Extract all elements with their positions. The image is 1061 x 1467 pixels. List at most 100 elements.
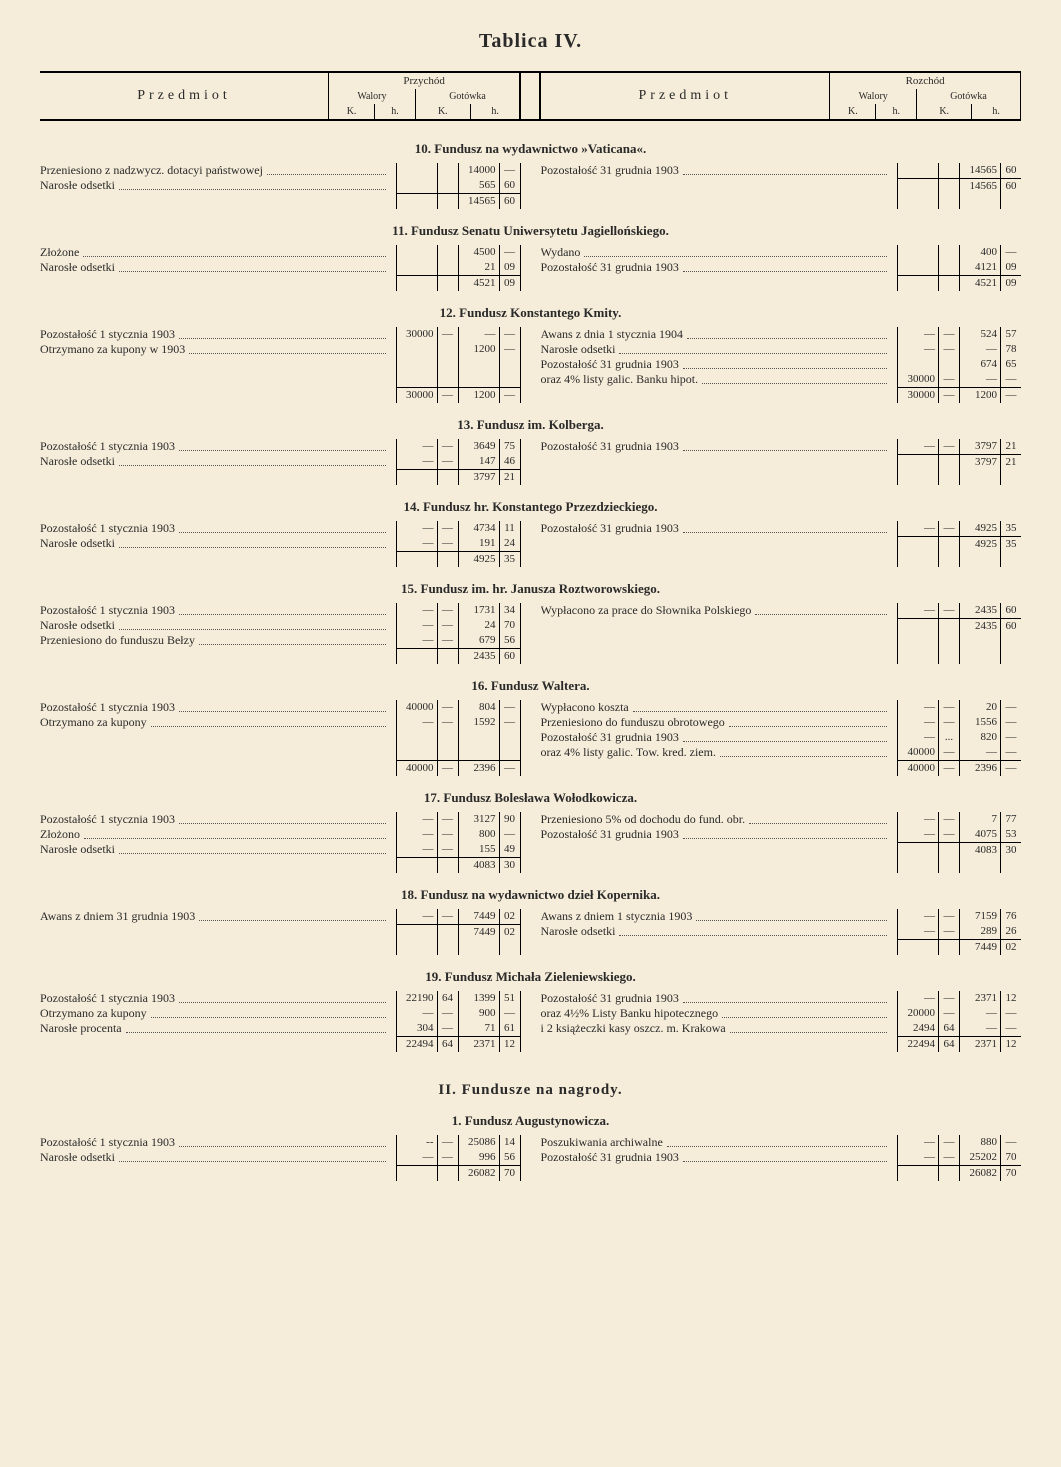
fund-row: Pozostałość 1 stycznia 1903Narosłe odset… [40, 1135, 1021, 1181]
ledger-side: Awans z dnia 1 stycznia 1904Narosłe odse… [531, 327, 1022, 403]
value-column: 80415922396 [459, 700, 500, 776]
value-column: —0909 [1001, 245, 1021, 291]
value-column: ————— [1001, 700, 1021, 776]
value-column: 47341914925 [459, 521, 500, 567]
value-column [397, 163, 438, 209]
header-walory-right: Walory [830, 89, 917, 104]
description-column: Awans z dnia 1 stycznia 1904Narosłe odse… [531, 327, 898, 403]
mid-gap [520, 991, 531, 1052]
description-column: ZłożoneNarosłe odsetki [40, 245, 396, 291]
value-columns: ——————173124679243534705660 [396, 603, 520, 664]
ledger-side: Przeniesiono z nadzwycz. dotacyi państwo… [40, 163, 531, 209]
value-column: 2371——2371 [960, 991, 1001, 1052]
value-column: 740754083 [960, 812, 1001, 873]
value-column: 1399900712371 [459, 991, 500, 1052]
value-column: 8802520226082 [960, 1135, 1001, 1181]
mid-gap [520, 603, 531, 664]
value-columns: 40000—40000———80415922396——— [396, 700, 520, 776]
row-label: Złożono [40, 827, 390, 842]
value-column: 6060 [1001, 603, 1021, 664]
value-column: 754621 [500, 439, 520, 485]
header-k: K. [329, 104, 375, 120]
value-column: 64——64 [438, 991, 459, 1052]
description-column: Poszukiwania archiwalnePozostałość 31 gr… [531, 1135, 898, 1181]
value-column: 3000030000 [397, 327, 438, 403]
value-column: 74497449 [459, 909, 500, 955]
ledger-side: Pozostałość 31 grudnia 1903oraz 4½% List… [531, 991, 1022, 1052]
value-column: 112435 [500, 521, 520, 567]
fund-row: Awans z dniem 31 grudnia 1903 ——74497449… [40, 909, 1021, 955]
row-label: Awans z dniem 31 grudnia 1903 [40, 909, 390, 924]
value-column: ——— [438, 603, 459, 664]
ledger-side: Pozostałość 31 grudnia 1903 145651456560… [531, 163, 1022, 209]
value-column: 12——12 [1001, 991, 1021, 1052]
header-h: h. [470, 104, 520, 120]
row-label: Pozostałość 1 stycznia 1903 [40, 700, 390, 715]
ledger-side: Wypłacono za prace do Słownika Polskiego… [531, 603, 1022, 664]
mid-gap [520, 521, 531, 567]
value-column: —— [438, 327, 459, 403]
value-column: — [898, 439, 939, 485]
value-column: 51—6112 [500, 991, 520, 1052]
ledger-side: Pozostałość 1 stycznia 1903Otrzymano za … [40, 700, 531, 776]
row-label: Wypłacono koszta [541, 700, 892, 715]
value-column: 31278001554083 [459, 812, 500, 873]
value-column: —0909 [500, 245, 520, 291]
ledger-side: WydanoPozostałość 31 grudnia 1903 400412… [531, 245, 1022, 291]
header-h: h. [876, 104, 917, 120]
description-column: Wypłacono za prace do Słownika Polskiego [531, 603, 898, 664]
value-column: ——— [397, 812, 438, 873]
row-label: Awans z dniem 1 stycznia 1903 [541, 909, 892, 924]
row-label: Pozostałość 1 stycznia 1903 [40, 327, 390, 342]
description-column: Pozostałość 31 grudnia 1903oraz 4½% List… [531, 991, 898, 1052]
section-title: 17. Fundusz Bolesława Wołodkowicza. [40, 790, 1021, 806]
row-label: Pozostałość 31 grudnia 1903 [541, 439, 892, 454]
ledger-side: Poszukiwania archiwalnePozostałość 31 gr… [531, 1135, 1022, 1181]
row-empty [40, 372, 390, 387]
value-column: —12001200 [459, 327, 500, 403]
header-gotowka-left: Gotówka [415, 89, 520, 104]
page-title: Tablica IV. [40, 30, 1021, 53]
value-columns: ————740754083775330 [897, 812, 1021, 873]
value-column: 577865—— [1001, 327, 1021, 403]
value-column: —— [939, 909, 960, 955]
value-column: ——— [438, 700, 459, 776]
row-label: Otrzymano za kupony [40, 1006, 390, 1021]
value-column [438, 245, 459, 291]
description-column: Pozostałość 31 grudnia 1903 [531, 521, 898, 567]
value-column [939, 163, 960, 209]
value-column: — [939, 603, 960, 664]
description-column: Pozostałość 1 stycznia 1903Narosłe odset… [40, 1135, 396, 1181]
value-columns: ——3000030000————524—674—1200577865—— [897, 327, 1021, 403]
value-column: — [397, 909, 438, 955]
ledger-side: Pozostałość 1 stycznia 1903Otrzymano za … [40, 991, 531, 1052]
section-title: 13. Fundusz im. Kolberga. [40, 417, 1021, 433]
header-k: K. [415, 104, 470, 120]
mid-gap [520, 700, 531, 776]
row-label: Pozostałość 31 grudnia 1903 [541, 163, 892, 178]
value-column: 762602 [1001, 909, 1021, 955]
value-column: --— [397, 1135, 438, 1181]
row-label: Narosłe procenta [40, 1021, 390, 1036]
row-empty [40, 730, 390, 745]
description-column: Wypłacono kosztaPrzeniesiono do funduszu… [531, 700, 898, 776]
major-section-title: II. Fundusze na nagrody. [40, 1082, 1021, 1099]
row-label: Pozostałość 31 grudnia 1903 [541, 357, 892, 372]
value-column: —— [939, 812, 960, 873]
fund-row: Pozostałość 1 stycznia 1903Otrzymano za … [40, 991, 1021, 1052]
value-columns: ————8802520226082—7070 [897, 1135, 1021, 1181]
value-column: 1456514565 [960, 163, 1001, 209]
mid-gap [520, 439, 531, 485]
row-label: Narosłe odsetki [40, 454, 390, 469]
value-columns: ——492549253535 [897, 521, 1021, 567]
description-column: Przeniesiono z nadzwycz. dotacyi państwo… [40, 163, 396, 209]
row-label: oraz 4% listy galic. Banku hipot. [541, 372, 892, 387]
header-przedmiot-left: Przedmiot [40, 72, 329, 120]
description-column: Pozostałość 1 stycznia 1903Otrzymano za … [40, 700, 396, 776]
row-label: Pozostałość 1 stycznia 1903 [40, 991, 390, 1006]
row-label: Otrzymano za kupony [40, 715, 390, 730]
value-column: — [438, 909, 459, 955]
row-label: Narosłe odsetki [541, 924, 892, 939]
section-title: 1. Fundusz Augustynowicza. [40, 1113, 1021, 1129]
row-label: Otrzymano za kupony w 1903 [40, 342, 390, 357]
